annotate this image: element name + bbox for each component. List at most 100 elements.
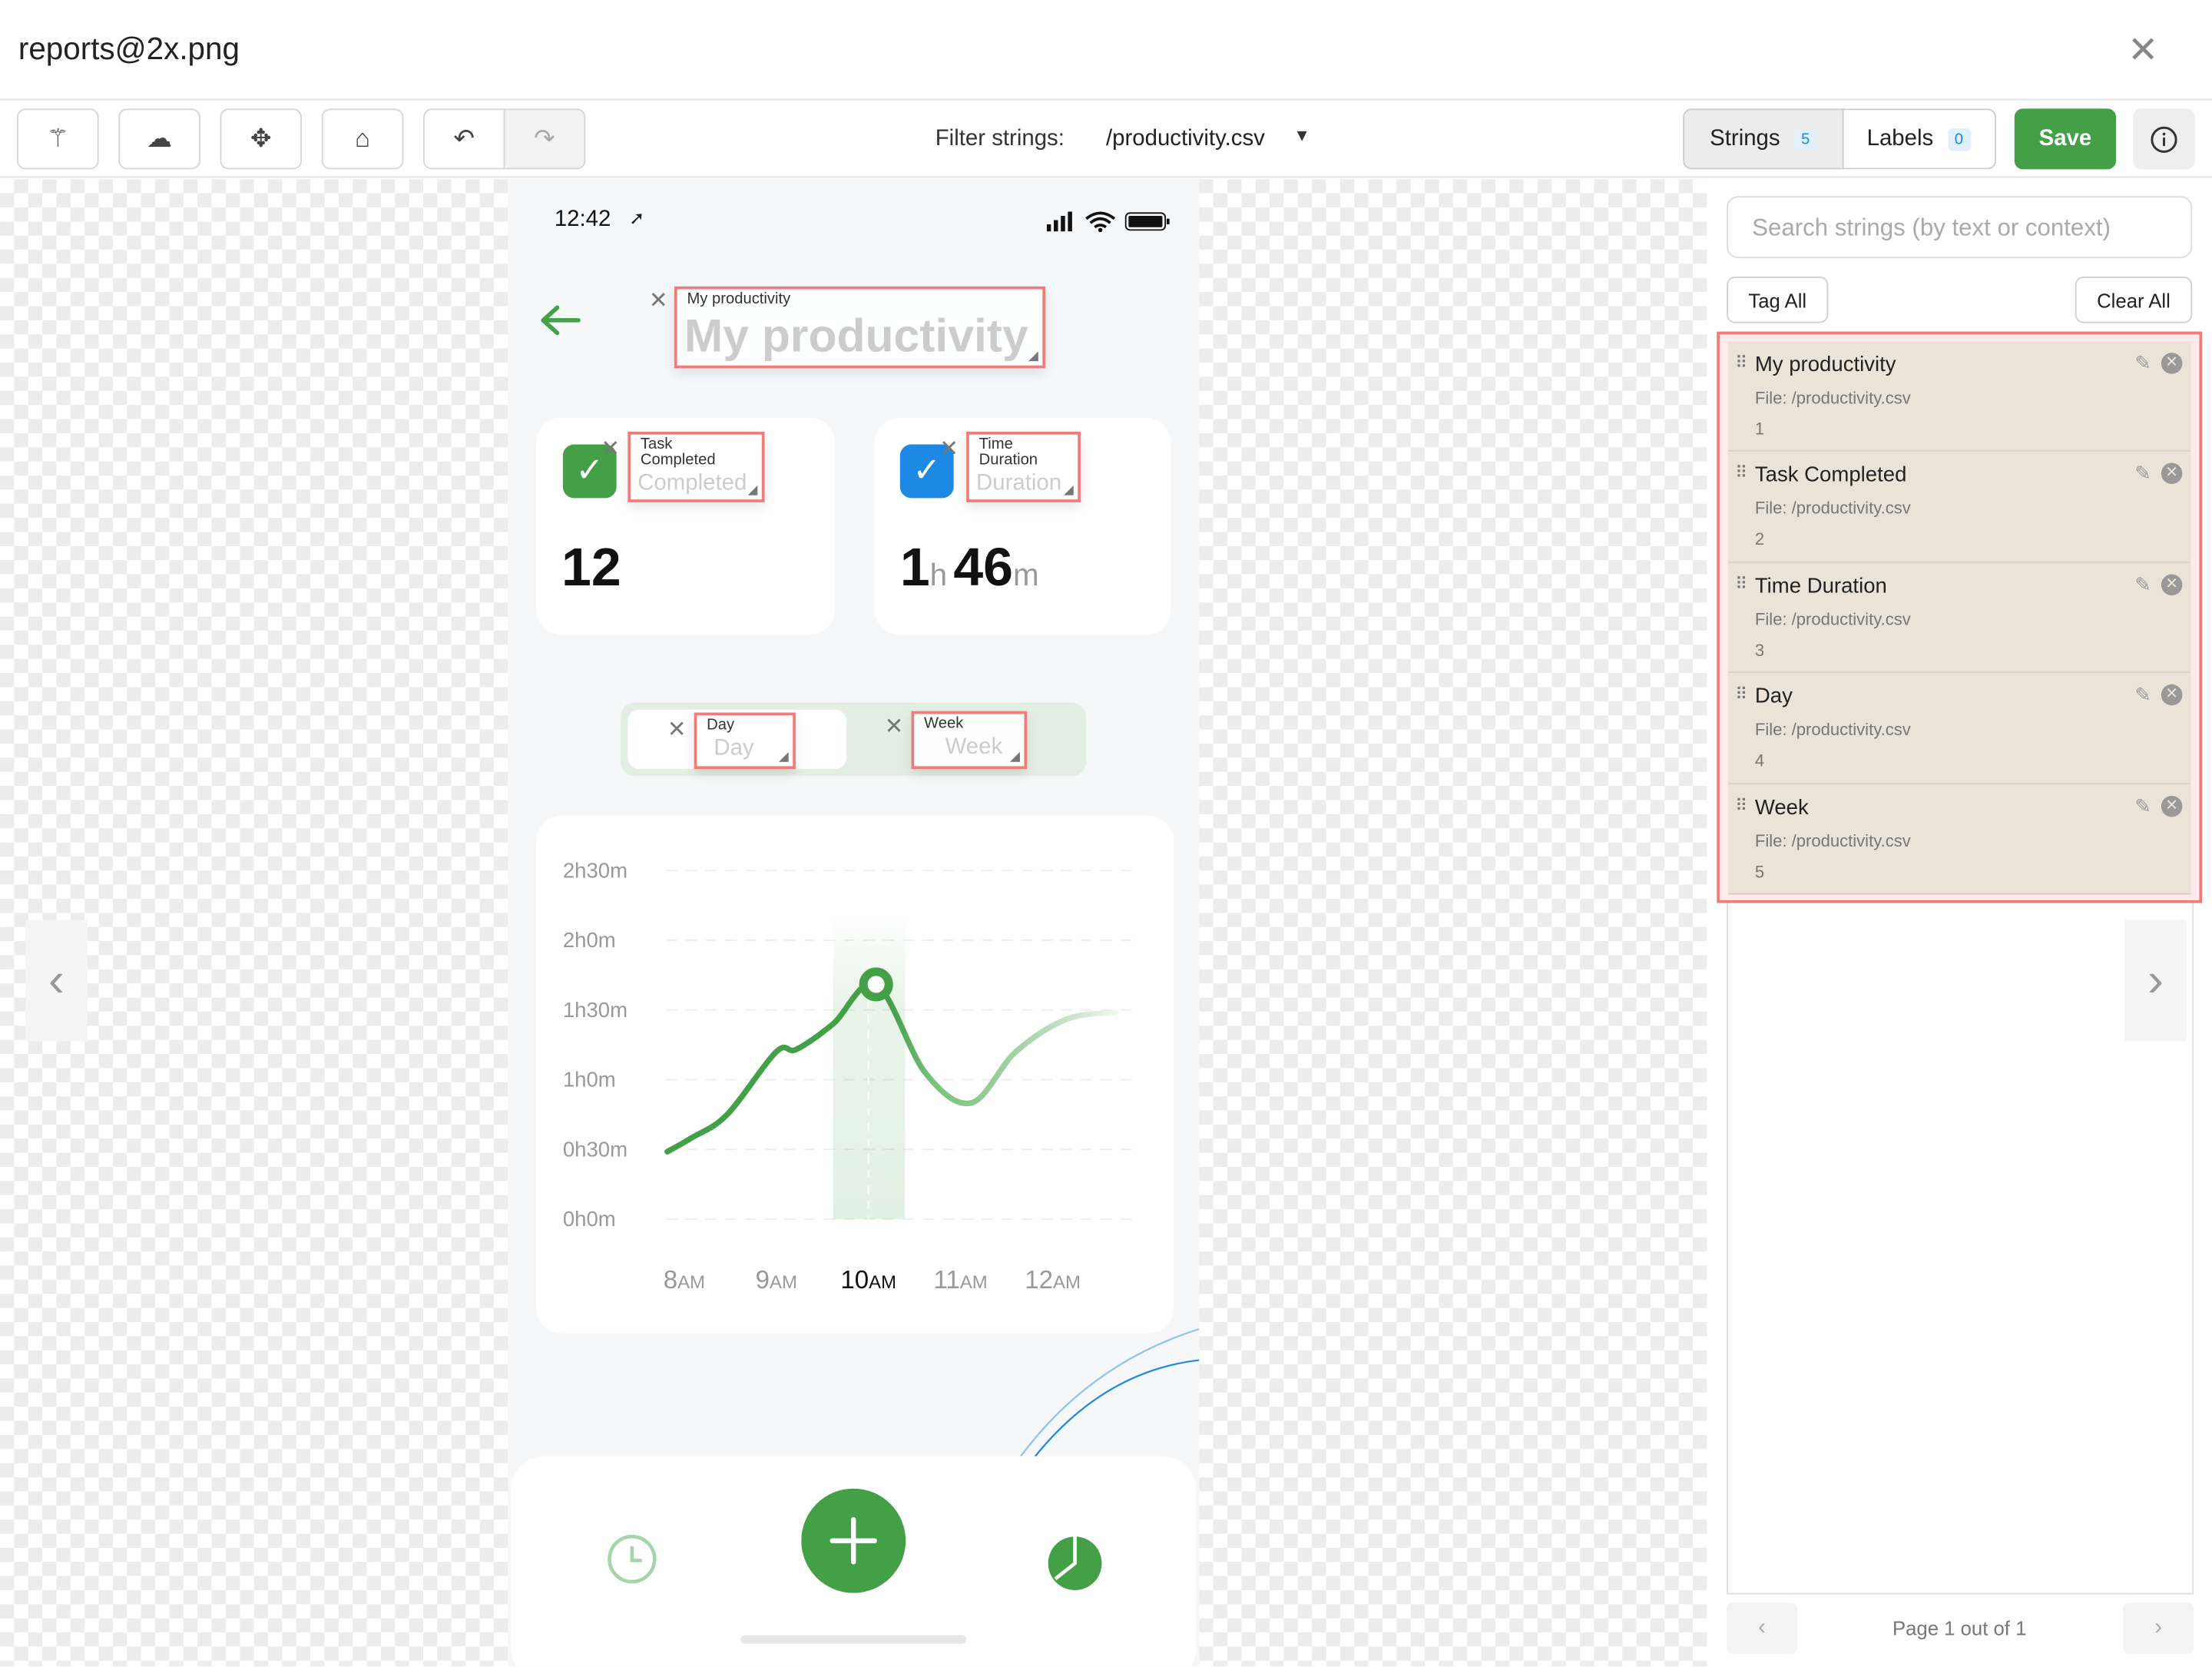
check-icon: ✓ <box>562 444 617 499</box>
task-count: 12 <box>561 539 621 598</box>
h-unit: h <box>929 557 948 593</box>
drag-handle-icon[interactable]: ⠿ <box>1735 574 1748 594</box>
tab-labels[interactable]: Labels 0 <box>1842 108 1996 170</box>
remove-tag-icon[interactable]: ✕ <box>884 715 904 740</box>
tag-label: Time Duration <box>979 436 1038 469</box>
string-text: Task Completed <box>1754 463 1907 488</box>
x-tick-label: 8AM <box>664 1266 705 1294</box>
tag-label: My productivity <box>687 290 791 308</box>
move-icon[interactable]: ✥ <box>220 108 303 170</box>
filter-dropdown[interactable]: /productivity.csv <box>1105 127 1265 151</box>
tag-label: Task Completed <box>640 436 716 469</box>
edit-pencil-icon[interactable]: ✎ <box>2134 683 2151 706</box>
edit-pencil-icon[interactable]: ✎ <box>2134 351 2151 374</box>
add-button[interactable] <box>801 1488 906 1593</box>
search-input[interactable]: Search strings (by text or context) <box>1727 196 2193 259</box>
tab-strings[interactable]: Strings 5 <box>1683 108 1844 170</box>
battery-icon <box>1124 212 1170 231</box>
string-text: Day <box>1754 684 1793 709</box>
peak-marker <box>859 967 893 1002</box>
string-tag-time[interactable]: Time Duration Duration <box>966 432 1081 502</box>
cloud-upload-icon[interactable]: ☁ <box>118 108 200 170</box>
string-list-item[interactable]: ⠿ Time Duration File: /productivity.csv 3 ✎ ✕ <box>1727 562 2191 674</box>
remove-tag-icon[interactable]: ✕ <box>939 437 959 462</box>
broom-icon[interactable]: ⌂ <box>321 108 404 170</box>
pie-chart-icon[interactable] <box>1044 1529 1106 1592</box>
toolbar: ⚚ ☁ ✥ ⌂ ↶ ↷ Filter strings: /productivit… <box>0 98 2212 178</box>
x-tick-label: 11AM <box>934 1266 988 1294</box>
tag-all-button[interactable]: Tag All <box>1727 276 1829 323</box>
tag-label: Day <box>707 717 735 734</box>
remove-circle-icon[interactable]: ✕ <box>2161 463 2183 485</box>
remove-tag-icon[interactable]: ✕ <box>648 289 668 313</box>
filter-label: Filter strings: <box>935 127 1065 151</box>
plus-icon <box>830 1516 877 1565</box>
remove-circle-icon[interactable]: ✕ <box>2161 574 2183 595</box>
save-button[interactable]: Save <box>2014 108 2117 170</box>
y-tick-label: 0h30m <box>563 1137 628 1161</box>
string-list-item[interactable]: ⠿ Day File: /productivity.csv 4 ✎ ✕ <box>1727 673 2191 784</box>
task-label: Completed <box>637 471 747 495</box>
back-arrow-icon[interactable] <box>539 303 581 337</box>
resize-handle[interactable] <box>747 485 758 495</box>
resize-handle[interactable] <box>778 751 789 762</box>
drag-handle-icon[interactable]: ⠿ <box>1735 795 1748 815</box>
info-button[interactable] <box>2133 108 2195 170</box>
next-screen-arrow-icon[interactable]: › <box>2124 920 2187 1042</box>
tab-labels-label: Labels <box>1866 126 1934 151</box>
string-list-item[interactable]: ⠿ My productivity File: /productivity.csv 1… <box>1727 341 2191 452</box>
chevron-down-icon[interactable]: ▼ <box>1293 125 1311 146</box>
remove-tag-icon[interactable]: ✕ <box>601 437 621 462</box>
prev-page-button[interactable]: ‹ <box>1727 1602 1797 1654</box>
clock-icon[interactable] <box>605 1533 659 1586</box>
prev-screen-arrow-icon[interactable]: ‹ <box>25 920 88 1042</box>
redo-icon[interactable]: ↷ <box>503 108 586 170</box>
clear-all-button[interactable]: Clear All <box>2075 276 2193 323</box>
drag-handle-icon[interactable]: ⠿ <box>1735 463 1748 483</box>
string-list: ⠿ My productivity File: /productivity.csv 1… <box>1717 331 2203 903</box>
drag-handle-icon[interactable]: ⠿ <box>1735 353 1748 373</box>
remove-circle-icon[interactable]: ✕ <box>2161 353 2183 374</box>
check-icon: ✓ <box>899 444 954 499</box>
string-tag-day[interactable]: Day Day <box>694 712 796 770</box>
undo-icon[interactable]: ↶ <box>423 108 505 170</box>
string-index: 1 <box>1754 419 1765 439</box>
drag-handle-icon[interactable]: ⠿ <box>1735 684 1748 704</box>
string-index: 5 <box>1754 861 1765 882</box>
resize-handle[interactable] <box>1063 485 1074 495</box>
week-label: Week <box>945 734 1003 760</box>
info-icon <box>2151 125 2177 152</box>
day-label: Day <box>714 736 754 761</box>
string-file: File: /productivity.csv <box>1754 720 1911 740</box>
signal-icon <box>1046 211 1072 232</box>
edit-pencil-icon[interactable]: ✎ <box>2134 794 2151 817</box>
string-file: File: /productivity.csv <box>1754 609 1911 629</box>
home-indicator <box>740 1635 967 1644</box>
string-list-item[interactable]: ⠿ Task Completed File: /productivity.csv 2 ✎… <box>1727 452 2191 563</box>
remove-tag-icon[interactable]: ✕ <box>667 718 687 743</box>
y-tick-label: 1h0m <box>563 1068 616 1092</box>
labels-count-badge: 0 <box>1947 128 1971 151</box>
decorative-arc <box>1015 1328 1200 1463</box>
remove-circle-icon[interactable]: ✕ <box>2161 684 2183 706</box>
close-icon[interactable]: ✕ <box>2128 28 2159 71</box>
strings-count-badge: 5 <box>1793 128 1817 151</box>
string-file: File: /productivity.csv <box>1754 830 1911 850</box>
location-arrow-icon: ➚ <box>629 207 645 229</box>
string-tag-task[interactable]: Task Completed Completed <box>628 432 765 502</box>
edit-pencil-icon[interactable]: ✎ <box>2134 462 2151 485</box>
string-list-item[interactable]: ⠿ Week File: /productivity.csv 5 ✎ ✕ <box>1727 784 2191 895</box>
remove-circle-icon[interactable]: ✕ <box>2161 795 2183 817</box>
string-tag-week[interactable]: Week Week <box>911 711 1028 770</box>
resize-handle[interactable] <box>1010 751 1020 762</box>
string-index: 2 <box>1754 529 1765 550</box>
next-page-button[interactable]: › <box>2123 1602 2194 1654</box>
magic-wand-icon[interactable]: ⚚ <box>17 108 99 170</box>
tag-label: Week <box>924 715 964 733</box>
resize-handle[interactable] <box>1028 351 1038 362</box>
hours: 1 <box>899 539 930 598</box>
edit-pencil-icon[interactable]: ✎ <box>2134 572 2151 595</box>
minutes: 46 <box>953 539 1013 598</box>
string-tag-title[interactable]: My productivity My productivity <box>674 286 1045 369</box>
string-text: Week <box>1754 795 1809 820</box>
